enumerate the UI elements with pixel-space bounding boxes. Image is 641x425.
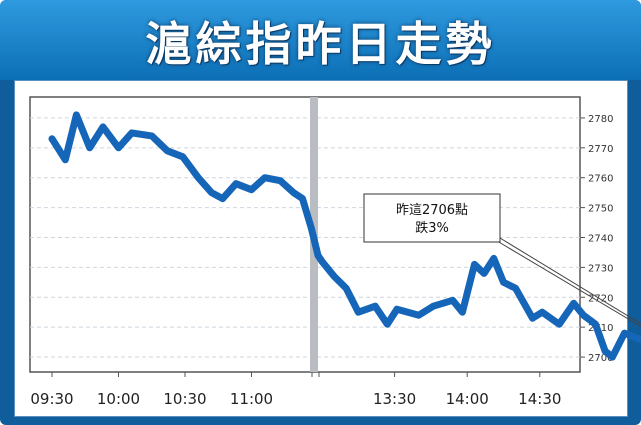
y-tick-label: 2780 xyxy=(588,114,613,125)
annotation-text: 跌3% xyxy=(415,220,449,236)
annotation-text: 昨這2706點 xyxy=(396,202,468,218)
y-tick-label: 2740 xyxy=(588,233,613,244)
x-tick-label: 09:30 xyxy=(30,390,73,408)
x-tick-label: 14:30 xyxy=(518,390,561,408)
y-tick-label: 2760 xyxy=(588,174,613,185)
x-tick-label: 10:30 xyxy=(163,390,206,408)
x-tick-label: 13:30 xyxy=(373,390,416,408)
x-tick-label: 10:00 xyxy=(97,390,140,408)
x-tick-label: 11:00 xyxy=(230,390,273,408)
x-tick-label: 14:00 xyxy=(446,390,489,408)
y-tick-label: 2750 xyxy=(588,204,613,215)
y-tick-label: 2730 xyxy=(588,263,613,274)
y-tick-label: 2770 xyxy=(588,144,613,155)
